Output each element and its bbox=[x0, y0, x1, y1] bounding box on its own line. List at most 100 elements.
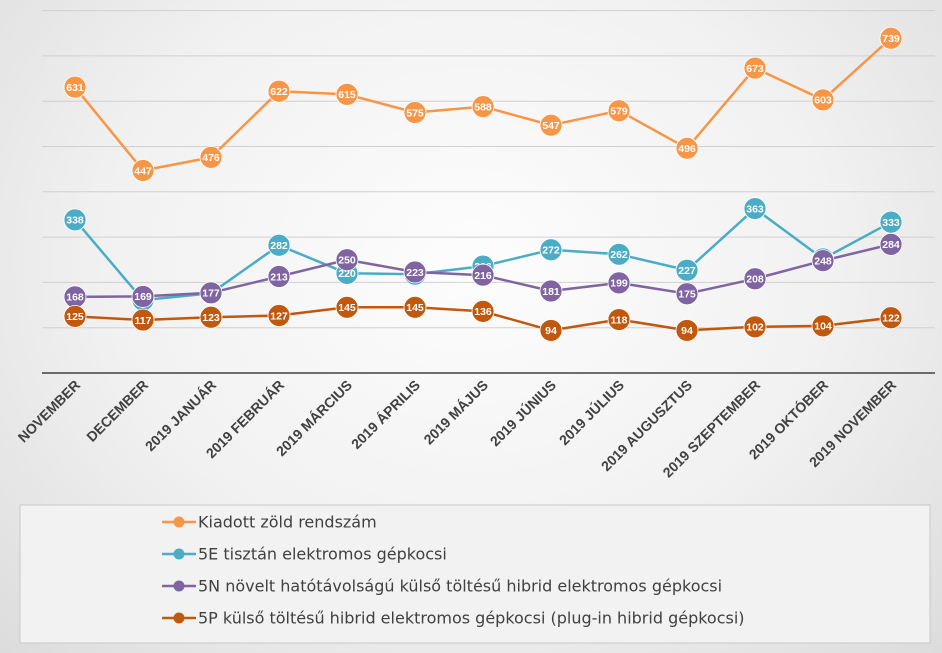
legend-box bbox=[19, 504, 931, 644]
data-point bbox=[63, 208, 87, 232]
legend-label-kiadott-zold-rendszam: Kiadott zöld rendszám bbox=[198, 513, 377, 532]
x-tick-label: NOVEMBER bbox=[15, 377, 84, 446]
data-label: 104 bbox=[814, 321, 832, 333]
x-tick-label: 2019 JANUÁR bbox=[142, 377, 219, 454]
x-tick-label: DECEMBER bbox=[83, 377, 151, 445]
data-point bbox=[199, 305, 223, 329]
legend-label-5e-tisztan-elektromos-ge: 5E tisztán elektromos gépkocsi bbox=[198, 545, 447, 564]
data-point bbox=[879, 232, 903, 256]
data-point bbox=[607, 99, 631, 123]
data-label: 496 bbox=[678, 143, 696, 155]
data-label: 227 bbox=[678, 265, 696, 277]
data-point bbox=[335, 83, 359, 106]
data-point bbox=[471, 263, 495, 287]
data-point bbox=[811, 314, 835, 338]
series-layer: 631 447 476 622 615 575 588 547 579 496 673 603 739 3… bbox=[63, 26, 903, 342]
data-point bbox=[131, 308, 155, 332]
data-label: 220 bbox=[338, 268, 356, 280]
legend-label-5n-novelt-hatotavolsagu-: 5N növelt hatótávolságú külső töltésű hi… bbox=[198, 577, 722, 596]
data-label: 333 bbox=[882, 217, 900, 229]
x-tick-label: 2019 JÚNIUS bbox=[486, 376, 559, 449]
data-label: 208 bbox=[746, 274, 764, 286]
data-label: 547 bbox=[542, 120, 560, 132]
legend-item-4: 5P külső töltésű hibrid elektromos gépko… bbox=[162, 609, 745, 628]
data-point bbox=[403, 295, 427, 319]
data-point bbox=[539, 279, 563, 303]
data-label: 248 bbox=[814, 255, 832, 267]
series-3: 168 169 177 213 250 223 216 181 199 175 208 248 284 bbox=[63, 232, 903, 309]
data-label: 177 bbox=[202, 288, 220, 300]
data-point bbox=[675, 282, 699, 306]
data-label: 447 bbox=[134, 165, 152, 177]
data-label: 199 bbox=[610, 278, 628, 290]
data-label: 122 bbox=[882, 313, 900, 325]
data-point bbox=[471, 299, 495, 323]
data-point bbox=[199, 145, 223, 169]
data-point bbox=[539, 238, 563, 262]
data-label: 216 bbox=[474, 270, 492, 282]
x-tick-label: 2019 ÁPRILIS bbox=[348, 377, 423, 452]
data-label: 579 bbox=[610, 106, 628, 118]
data-point bbox=[607, 242, 631, 266]
legend-item-3: 5N növelt hatótávolságú külső töltésű hi… bbox=[162, 577, 722, 596]
data-point bbox=[743, 197, 767, 220]
legend-marker bbox=[173, 516, 185, 528]
data-point bbox=[675, 319, 699, 342]
legend-item-2: 5E tisztán elektromos gépkocsi bbox=[162, 545, 447, 564]
data-label: 168 bbox=[66, 292, 84, 304]
series-1: 631 447 476 622 615 575 588 547 579 496 673 603 739 bbox=[63, 26, 903, 182]
data-point bbox=[879, 306, 903, 330]
data-label: 622 bbox=[270, 86, 288, 98]
data-point bbox=[267, 304, 291, 327]
legend-marker bbox=[173, 580, 185, 592]
data-label: 631 bbox=[66, 82, 84, 94]
data-point bbox=[675, 136, 699, 160]
data-point bbox=[63, 75, 87, 99]
data-label: 575 bbox=[406, 107, 424, 119]
data-point bbox=[743, 315, 767, 339]
data-label: 250 bbox=[338, 255, 356, 267]
data-label: 145 bbox=[338, 302, 356, 314]
data-label: 739 bbox=[882, 33, 900, 45]
data-point bbox=[811, 249, 835, 273]
data-label: 136 bbox=[474, 306, 492, 318]
data-label: 123 bbox=[202, 312, 220, 324]
data-point bbox=[335, 248, 359, 272]
data-point bbox=[607, 271, 631, 295]
data-point bbox=[811, 88, 835, 112]
data-point bbox=[879, 26, 903, 50]
data-point bbox=[743, 267, 767, 291]
data-label: 94 bbox=[545, 325, 557, 337]
data-point bbox=[743, 56, 767, 80]
data-label: 125 bbox=[66, 311, 84, 323]
series-4: 125 117 123 127 145 145 136 94 118 94 102 104 122 bbox=[63, 295, 903, 342]
data-label: 673 bbox=[746, 63, 764, 75]
data-point bbox=[267, 233, 291, 257]
data-label: 615 bbox=[338, 89, 356, 101]
x-tick-label: 2019 MÁJUS bbox=[420, 377, 491, 448]
legend-marker bbox=[173, 612, 185, 624]
data-point bbox=[63, 304, 87, 328]
data-point bbox=[267, 265, 291, 288]
data-label: 145 bbox=[406, 302, 424, 314]
data-label: 223 bbox=[406, 267, 424, 279]
data-label: 603 bbox=[814, 95, 832, 107]
data-point bbox=[675, 258, 699, 282]
data-label: 588 bbox=[474, 101, 492, 113]
data-label: 338 bbox=[66, 215, 84, 227]
legend-label-5p-kulso-toltesu-hibrid-: 5P külső töltésű hibrid elektromos gépko… bbox=[198, 609, 745, 628]
legend: Kiadott zöld rendszám 5E tisztán elektrom… bbox=[19, 504, 931, 644]
legend-marker bbox=[173, 548, 185, 560]
data-label: 117 bbox=[135, 315, 152, 327]
data-label: 282 bbox=[270, 240, 288, 252]
data-label: 181 bbox=[542, 286, 560, 298]
data-label: 127 bbox=[270, 310, 288, 322]
data-point bbox=[539, 113, 563, 137]
x-tick-label: 2019 JÚLIUS bbox=[555, 376, 627, 448]
data-point bbox=[131, 285, 155, 308]
data-point bbox=[131, 159, 155, 182]
data-label: 476 bbox=[202, 152, 220, 164]
data-point bbox=[471, 95, 495, 119]
